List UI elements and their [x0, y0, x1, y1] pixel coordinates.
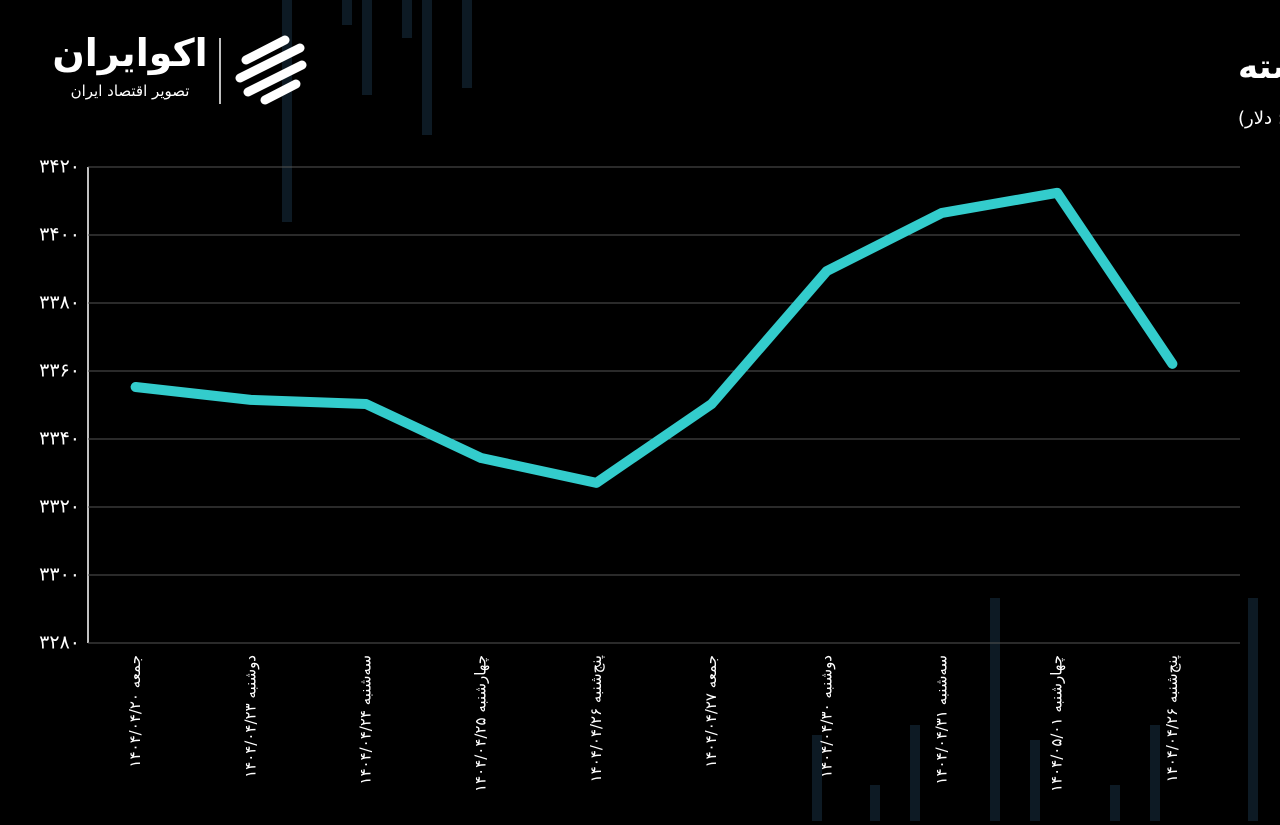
x-tick-label: چهارشنبه ۱۴۰۴/۰۴/۲۵ [472, 655, 490, 792]
x-tick-label: دوشنبه ۱۴۰۴/۰۴/۳۰ [817, 655, 835, 778]
x-tick-label: چهارشنبه ۱۴۰۴/۰۵/۰۱ [1048, 655, 1066, 792]
y-tick-label: ۳۳۲۰ [39, 496, 80, 518]
line-series [130, 187, 1178, 488]
logo-icon [235, 35, 307, 105]
x-tick-label: پنج‌شنبه ۱۴۰۴/۰۴/۲۶ [587, 655, 606, 782]
y-tick-label: ۳۳۶۰ [39, 360, 80, 382]
x-tick-label: سه‌شنبه ۱۴۰۴/۰۴/۳۱ [933, 655, 951, 785]
y-tick-label: ۳۴۲۰ [39, 156, 80, 178]
y-tick-label: ۳۲۸۰ [39, 632, 80, 654]
chart-subtitle: (واحد: دلار) [1238, 108, 1280, 129]
y-tick-label: ۳۳۴۰ [39, 428, 80, 450]
chart-title: روند اونس جهانی طلا در دو هفته گذشته [1238, 47, 1280, 87]
x-tick-label: سه‌شنبه ۱۴۰۴/۰۴/۲۴ [357, 655, 375, 785]
x-tick-label: جمعه ۱۴۰۴/۰۴/۲۷ [702, 655, 720, 768]
x-tick-label: جمعه ۱۴۰۴/۰۴/۲۰ [126, 655, 144, 768]
logo-tagline: تصویر اقتصاد ایران [71, 82, 190, 100]
y-tick-label: ۳۴۰۰ [39, 224, 80, 246]
logo-name: اکوایران [52, 31, 207, 75]
y-tick-label: ۳۳۰۰ [39, 564, 80, 586]
logo: اکوایران تصویر اقتصاد ایران [52, 31, 307, 105]
y-tick-label: ۳۳۸۰ [39, 292, 80, 314]
x-tick-label: دوشنبه ۱۴۰۴/۰۴/۲۳ [241, 655, 259, 778]
x-tick-label: پنج‌شنبه ۱۴۰۴/۰۴/۲۶ [1163, 655, 1182, 782]
background-decoration [282, 0, 1258, 821]
